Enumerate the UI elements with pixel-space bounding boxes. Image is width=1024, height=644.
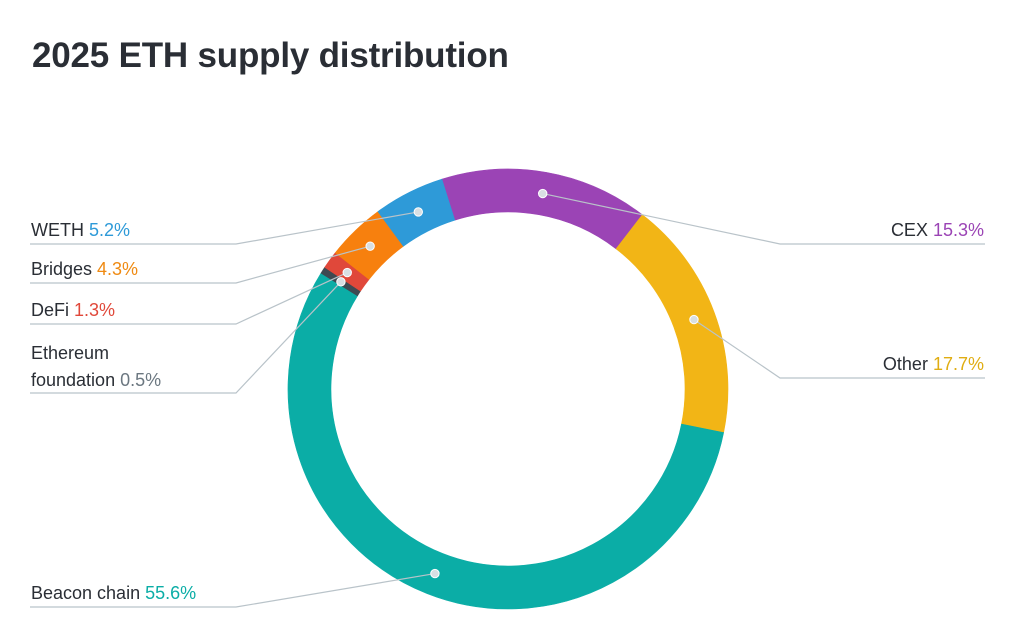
slice-dot-weth [413, 207, 423, 217]
slice-label-ethereum-foundation-line1: Ethereum [31, 343, 109, 363]
slice-value-other: 17.7% [928, 354, 984, 374]
leader-line-beacon-chain [30, 572, 436, 608]
leader-lines [30, 188, 985, 608]
slice-beacon-chain [287, 272, 724, 610]
slice-label-cex: CEX 15.3% [891, 220, 984, 240]
slice-labels: CEX 15.3% Other 17.7% Beacon chain 55.6% Et… [31, 220, 984, 603]
slice-dot-defi [342, 267, 352, 278]
slice-value-defi: 1.3% [69, 300, 115, 320]
slice-dot-cex [537, 188, 548, 199]
slice-label-ethereum-foundation-line2: foundation 0.5% [31, 370, 161, 390]
slice-label-bridges: Bridges 4.3% [31, 259, 138, 279]
slice-dot-other [689, 314, 699, 325]
slice-dot-bridges [365, 241, 375, 251]
leader-line-ethereum-foundation [30, 281, 342, 394]
leader-line-weth [30, 211, 419, 245]
slice-value-bridges: 4.3% [92, 259, 138, 279]
leader-line-other [693, 319, 985, 379]
slice-dot-ethereum-foundation [336, 277, 346, 287]
slice-value-ethereum-foundation: 0.5% [115, 370, 161, 390]
slices [287, 168, 729, 610]
slice-other [615, 214, 729, 433]
slice-value-beacon-chain: 55.6% [140, 583, 196, 603]
slice-dot-beacon-chain [430, 568, 440, 579]
chart-title: 2025 ETH supply distribution [32, 36, 509, 75]
slice-label-beacon-chain: Beacon chain 55.6% [31, 583, 196, 603]
leader-line-bridges [30, 245, 371, 284]
slice-value-cex: 15.3% [928, 220, 984, 240]
slice-label-weth: WETH 5.2% [31, 220, 130, 240]
slice-value-weth: 5.2% [84, 220, 130, 240]
leader-line-cex [542, 192, 985, 245]
slice-label-defi: DeFi 1.3% [31, 300, 115, 320]
leader-line-defi [30, 271, 348, 325]
slice-label-other: Other 17.7% [883, 354, 984, 374]
